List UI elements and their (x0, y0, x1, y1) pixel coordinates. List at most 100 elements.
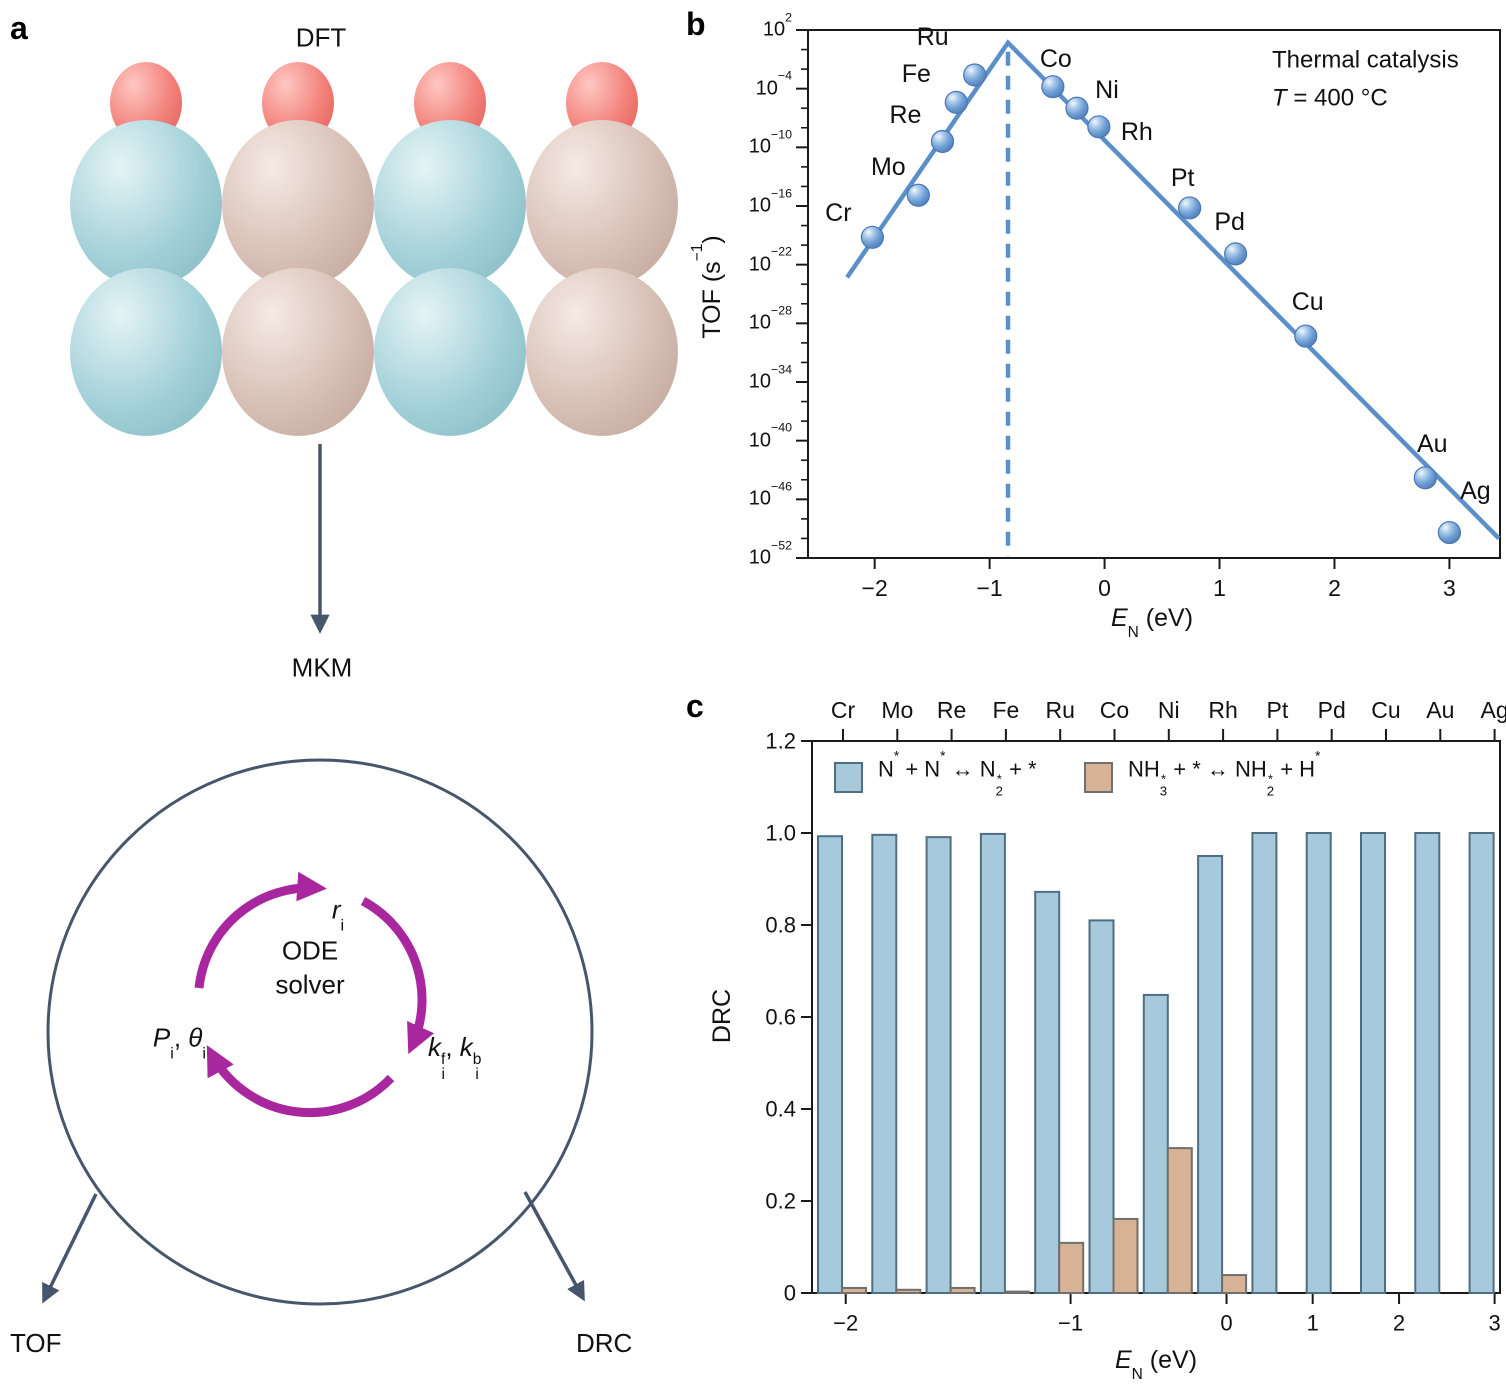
b-x-tick-label: 2 (1328, 574, 1341, 601)
surface-atom-row2-teal (70, 268, 222, 436)
b-point-label-pd: Pd (1214, 207, 1245, 236)
c-bar-n2-mo (871, 833, 898, 1295)
b-point-mo (906, 183, 930, 207)
drc-bar-chart (801, 729, 1501, 1304)
c-bar-nh3-rh (1221, 1274, 1248, 1295)
b-volcano-line (845, 39, 1501, 541)
c-y-tick-label: 0 (783, 1280, 796, 1306)
b-point-label-ru: Ru (916, 22, 949, 51)
b-point-cu (1294, 324, 1318, 348)
b-y-tick-label: 10−46 (748, 479, 792, 510)
c-metal-label-ni: Ni (1157, 696, 1180, 723)
b-x-tick-label: −1 (976, 574, 1003, 601)
panel-b-letter: b (686, 6, 706, 42)
c-bar-n2-ag (1468, 832, 1495, 1294)
c-bar-nh3-co (1112, 1217, 1139, 1294)
c-bar-nh3-ru (1058, 1241, 1085, 1294)
b-point-ru (963, 63, 987, 87)
c-x-tick-label: 1 (1306, 1310, 1319, 1336)
legend-swatch-nh3 (1084, 762, 1113, 793)
c-x-tick-label: −2 (833, 1310, 859, 1336)
c-metal-label-pd: Pd (1317, 696, 1346, 723)
circle-to-tof-arrow (42, 1193, 98, 1304)
c-metal-label-cu: Cu (1371, 696, 1401, 723)
c-x-tick-label: 0 (1220, 1310, 1233, 1336)
panel-c-x-axis-title: EN (eV) (1114, 1345, 1198, 1384)
panel-b-title: Thermal catalysis (1272, 46, 1459, 74)
cycle-arc-to-rate-constants (360, 897, 435, 1055)
c-bar-nh3-ni (1166, 1147, 1193, 1294)
b-point-label-rh: Rh (1120, 117, 1153, 146)
b-point-co (1041, 75, 1065, 99)
c-y-tick-label: 1.0 (765, 820, 796, 846)
surface-atom-row1-teal (70, 120, 222, 288)
b-point-rh (1087, 115, 1111, 139)
c-bar-nh3-mo (895, 1288, 922, 1295)
b-point-label-cr: Cr (825, 199, 852, 228)
b-point-fe (944, 90, 968, 114)
b-y-tick-label: 10−52 (748, 538, 792, 569)
c-metal-label-ag: Ag (1480, 696, 1506, 723)
c-plot-frame (811, 740, 1501, 1294)
dft-label: DFT (295, 22, 347, 53)
b-point-ag (1437, 520, 1462, 545)
cycle-rate-label: ri (331, 894, 345, 935)
b-point-pd (1224, 242, 1248, 266)
b-y-tick-label: 10−22 (748, 244, 792, 276)
mkm-label: MKM (291, 652, 353, 683)
tof-output-label: TOF (10, 1328, 62, 1358)
c-metal-label-rh: Rh (1208, 696, 1238, 723)
c-bar-nh3-fe (1003, 1290, 1030, 1294)
legend-label-nh3-reaction: NH * 3 + * ↔ NH * 2 + H* (1128, 748, 1321, 799)
c-metal-label-ru: Ru (1045, 696, 1075, 723)
b-x-tick-label: 0 (1098, 574, 1111, 601)
surface-atom-row2-teal (374, 268, 526, 436)
c-bar-nh3-re (949, 1286, 976, 1294)
b-y-tick-label: 10−34 (748, 362, 792, 393)
b-y-tick-label: 102 (762, 10, 792, 41)
mkm-loop-circle (46, 758, 594, 1306)
b-x-tick-label: 3 (1443, 574, 1456, 601)
b-y-tick-label: 10−40 (748, 420, 792, 452)
b-y-tick-label: 10−16 (748, 186, 792, 217)
b-point-cr (860, 225, 884, 249)
c-bar-n2-cr (817, 835, 843, 1294)
mkm-cycle-diagram (42, 444, 594, 1306)
c-y-tick-label: 1.2 (765, 728, 796, 754)
b-point-label-ni: Ni (1095, 76, 1119, 105)
b-point-label-mo: Mo (870, 153, 906, 182)
c-bar-nh3-cr (841, 1286, 867, 1294)
c-bar-n2-ru (1034, 890, 1061, 1294)
b-y-tick-label: 10−28 (748, 303, 792, 334)
surface-atom-row1-tan (526, 120, 678, 288)
c-metal-label-cr: Cr (830, 696, 856, 723)
b-point-re (930, 129, 955, 154)
b-y-tick-label: 10−10 (748, 127, 792, 158)
b-x-tick-label: 1 (1213, 574, 1226, 601)
panel-b-y-axis-title: TOF (s−1) (689, 235, 726, 339)
legend-label-n2-reaction: N* + N* ↔ N * 2 + * (878, 748, 1037, 799)
c-metal-label-re: Re (936, 696, 967, 723)
c-bar-n2-fe (979, 832, 1006, 1294)
surface-atom-row1-teal (374, 120, 526, 288)
c-bar-n2-pd (1305, 832, 1332, 1294)
c-x-tick-label: −1 (1058, 1310, 1084, 1336)
c-x-tick-label: 2 (1392, 1310, 1406, 1336)
c-bar-n2-rh (1197, 855, 1224, 1294)
surface-atom-row2-tan (222, 268, 374, 436)
c-y-tick-label: 0.8 (765, 912, 796, 938)
b-point-label-cu: Cu (1291, 287, 1324, 316)
c-bar-n2-re (925, 836, 952, 1294)
c-metal-label-mo: Mo (881, 696, 914, 723)
b-point-pt (1178, 196, 1202, 220)
b-point-au (1413, 466, 1437, 490)
c-bar-n2-au (1414, 832, 1441, 1294)
surface-atom-row1-tan (222, 120, 374, 288)
c-metal-label-co: Co (1099, 696, 1130, 723)
c-x-tick-label: 3 (1488, 1310, 1501, 1336)
c-bar-n2-pt (1251, 832, 1278, 1294)
c-bar-n2-cu (1360, 832, 1386, 1294)
c-y-tick-label: 0.2 (765, 1188, 796, 1214)
